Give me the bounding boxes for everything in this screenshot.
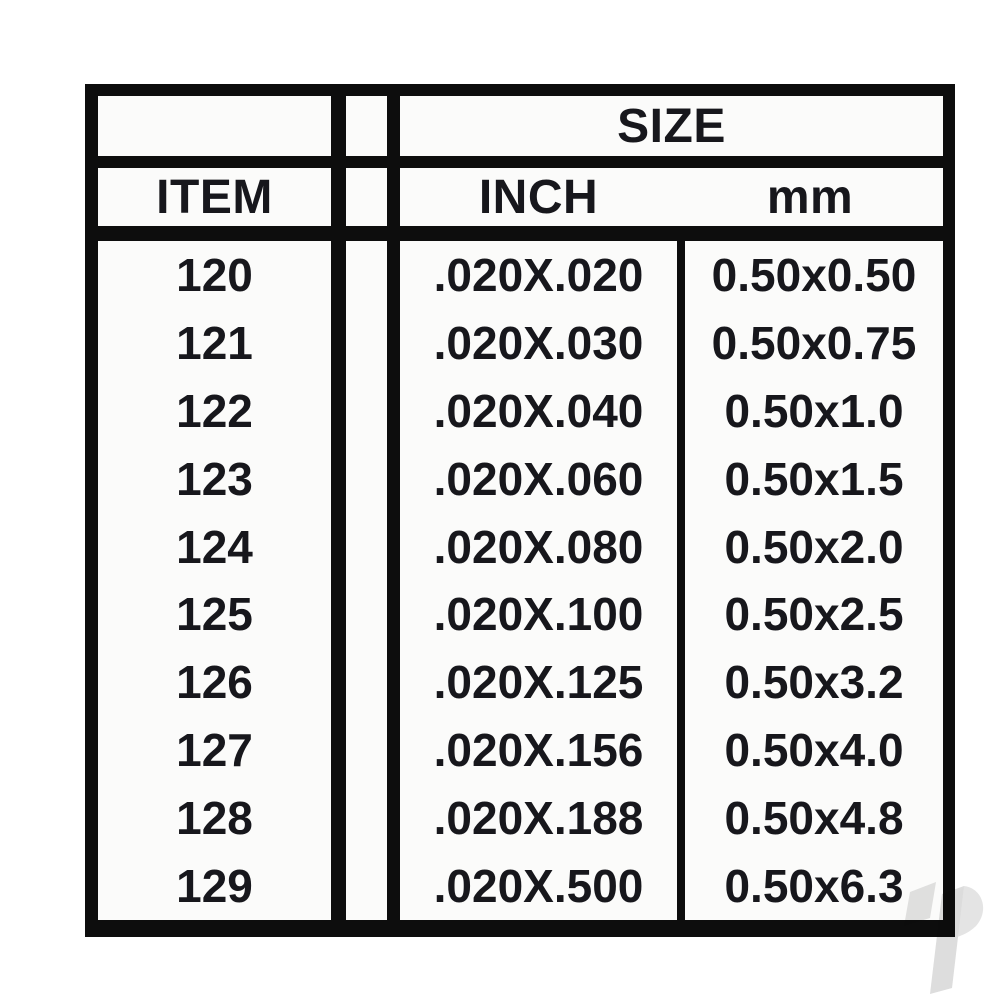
gutter-cell-mid <box>346 168 387 226</box>
inch-cell: .020X.060 <box>433 452 644 505</box>
inch-cell: .020X.156 <box>433 724 644 777</box>
inch-cell: .020X.188 <box>433 792 644 845</box>
mm-cell: 0.50x0.75 <box>711 316 917 369</box>
inch-cell: .020X.040 <box>433 384 644 437</box>
item-cell: 128 <box>176 792 253 845</box>
gutter-cell-top <box>346 96 387 156</box>
item-cell: 127 <box>176 724 253 777</box>
item-cell: 123 <box>176 452 253 505</box>
gutter-cell-body <box>346 241 387 920</box>
item-cell: 125 <box>176 588 253 641</box>
size-header: SIZE <box>400 96 943 156</box>
mm-cell: 0.50x3.2 <box>724 656 904 709</box>
item-cell: 122 <box>176 384 253 437</box>
unit-header-row: INCH mm <box>400 168 943 226</box>
mm-cell: 0.50x4.0 <box>724 724 904 777</box>
mm-cell: 0.50x1.5 <box>724 452 904 505</box>
mm-cell: 0.50x1.0 <box>724 384 904 437</box>
blank-header-cell <box>98 96 331 156</box>
item-cell: 121 <box>176 316 253 369</box>
inch-cell: .020X.100 <box>433 588 644 641</box>
inch-cell: .020X.080 <box>433 520 644 573</box>
item-header: ITEM <box>98 168 331 226</box>
item-cell: 129 <box>176 860 253 913</box>
item-column: 120 121 122 123 124 125 126 127 128 129 <box>98 241 331 920</box>
mm-cell: 0.50x6.3 <box>724 860 904 913</box>
mm-cell: 0.50x4.8 <box>724 792 904 845</box>
mm-cell: 0.50x2.5 <box>724 588 904 641</box>
spec-table: SIZE ITEM INCH mm 120 121 122 123 124 12… <box>85 84 955 937</box>
item-cell: 124 <box>176 520 253 573</box>
item-cell: 120 <box>176 248 253 301</box>
mm-header: mm <box>766 170 854 224</box>
inch-cell: .020X.125 <box>433 656 644 709</box>
item-cell: 126 <box>176 656 253 709</box>
inch-header: INCH <box>478 170 599 224</box>
mm-cell: 0.50x0.50 <box>711 248 917 301</box>
inch-cell: .020X.020 <box>433 248 644 301</box>
mm-cell: 0.50x2.0 <box>724 520 904 573</box>
inch-cell: .020X.030 <box>433 316 644 369</box>
inch-cell: .020X.500 <box>433 860 644 913</box>
inch-column: .020X.020 .020X.030 .020X.040 .020X.060 … <box>400 241 677 920</box>
mm-column: 0.50x0.50 0.50x0.75 0.50x1.0 0.50x1.5 0.… <box>685 241 943 920</box>
